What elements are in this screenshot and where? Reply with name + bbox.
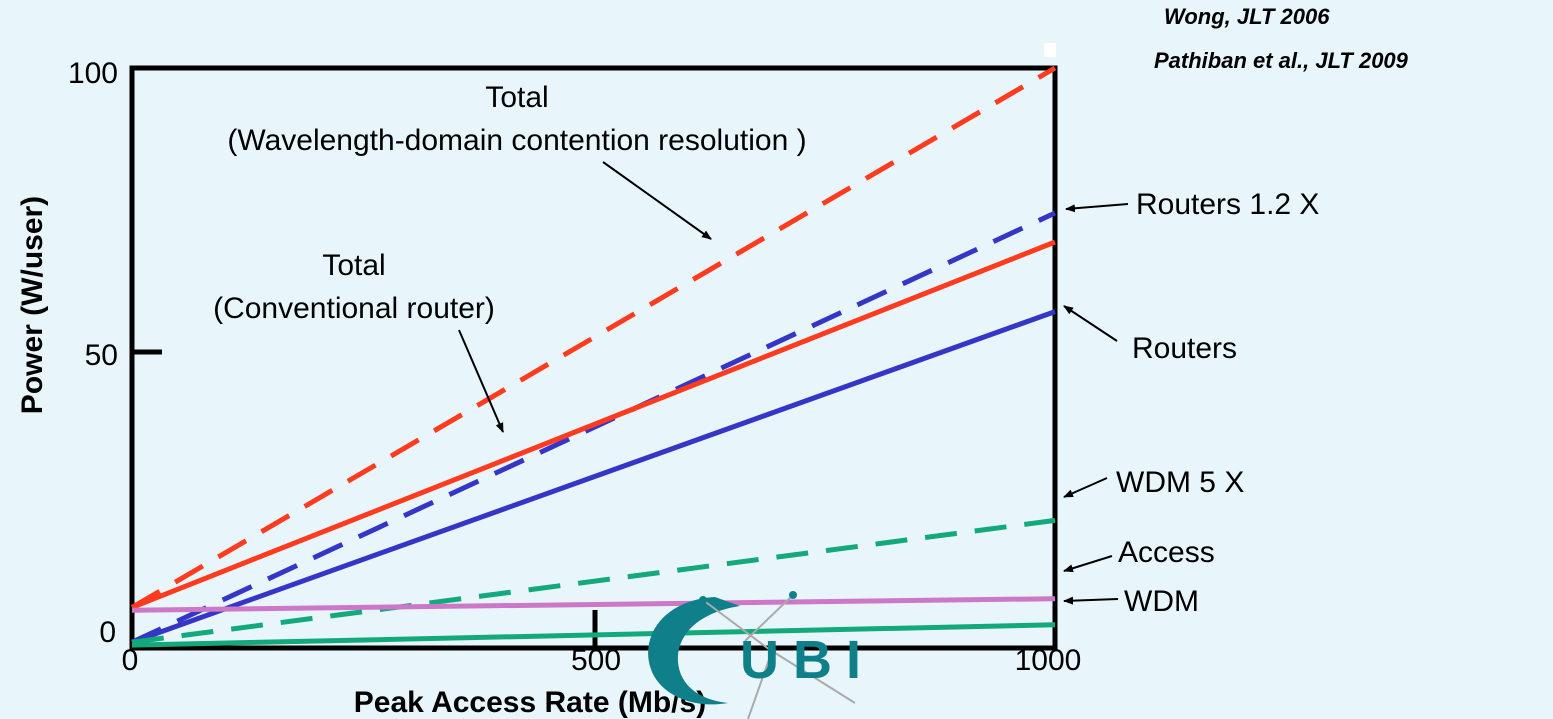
label-wdm-5x: WDM 5 X — [1116, 466, 1244, 499]
citation-2: Pathiban et al., JLT 2009 — [1154, 48, 1409, 73]
logo-dot-1 — [699, 596, 707, 604]
logo-dot-3 — [768, 647, 776, 655]
arrow-total-wavelength — [602, 161, 712, 240]
series-line-1 — [130, 210, 1057, 645]
label-routers-12x: Routers 1.2 X — [1136, 188, 1319, 221]
x-tick-label-500: 500 — [571, 644, 621, 677]
citation-1: Wong, JLT 2006 — [1164, 4, 1330, 29]
frame-notch — [1044, 43, 1056, 57]
series-line-4 — [131, 517, 1056, 645]
label-access: Access — [1118, 536, 1215, 569]
y-tick-label-0: 0 — [99, 616, 116, 649]
logo-swoosh-icon — [648, 597, 740, 705]
arrow-wdm — [1063, 596, 1119, 605]
y-axis-label: Power (W/user) — [16, 196, 49, 414]
y-tick-label-50: 50 — [85, 339, 118, 372]
x-tick-label-0: 0 — [122, 644, 139, 677]
series-line-0 — [130, 65, 1057, 610]
arrow-routers-12x — [1065, 203, 1129, 213]
logo-line-3 — [747, 650, 773, 719]
label-routers: Routers — [1132, 332, 1237, 365]
logo-line-2 — [744, 594, 794, 642]
logo-line-1 — [702, 599, 771, 651]
arrow-routers — [1063, 305, 1118, 342]
label-wdm: WDM — [1124, 585, 1199, 618]
logo-line-4 — [771, 650, 856, 704]
annotation-total-conv-2: (Conventional router) — [213, 292, 495, 325]
annotation-total-conv-1: Total — [322, 249, 385, 282]
arrow-access — [1063, 555, 1113, 573]
arrow-total-conv — [458, 329, 504, 433]
series-line-5 — [131, 596, 1056, 613]
y-tick-label-100: 100 — [68, 57, 118, 90]
series-group — [130, 65, 1057, 648]
series-line-2 — [131, 239, 1056, 610]
logo-text: UBI — [740, 630, 875, 690]
series-line-3 — [131, 309, 1056, 645]
annotation-total-wavelength-1: Total — [485, 81, 548, 114]
series-line-6 — [131, 622, 1056, 648]
x-tick-label-1000: 1000 — [1015, 644, 1082, 677]
x-axis-label: Peak Access Rate (Mb/s) — [354, 686, 706, 719]
annotation-total-wavelength-2: (Wavelength-domain contention resolution… — [227, 124, 806, 157]
ubi-logo: UBI — [648, 591, 875, 719]
arrow-wdm-5x — [1063, 477, 1108, 498]
logo-dot-2 — [789, 591, 797, 599]
